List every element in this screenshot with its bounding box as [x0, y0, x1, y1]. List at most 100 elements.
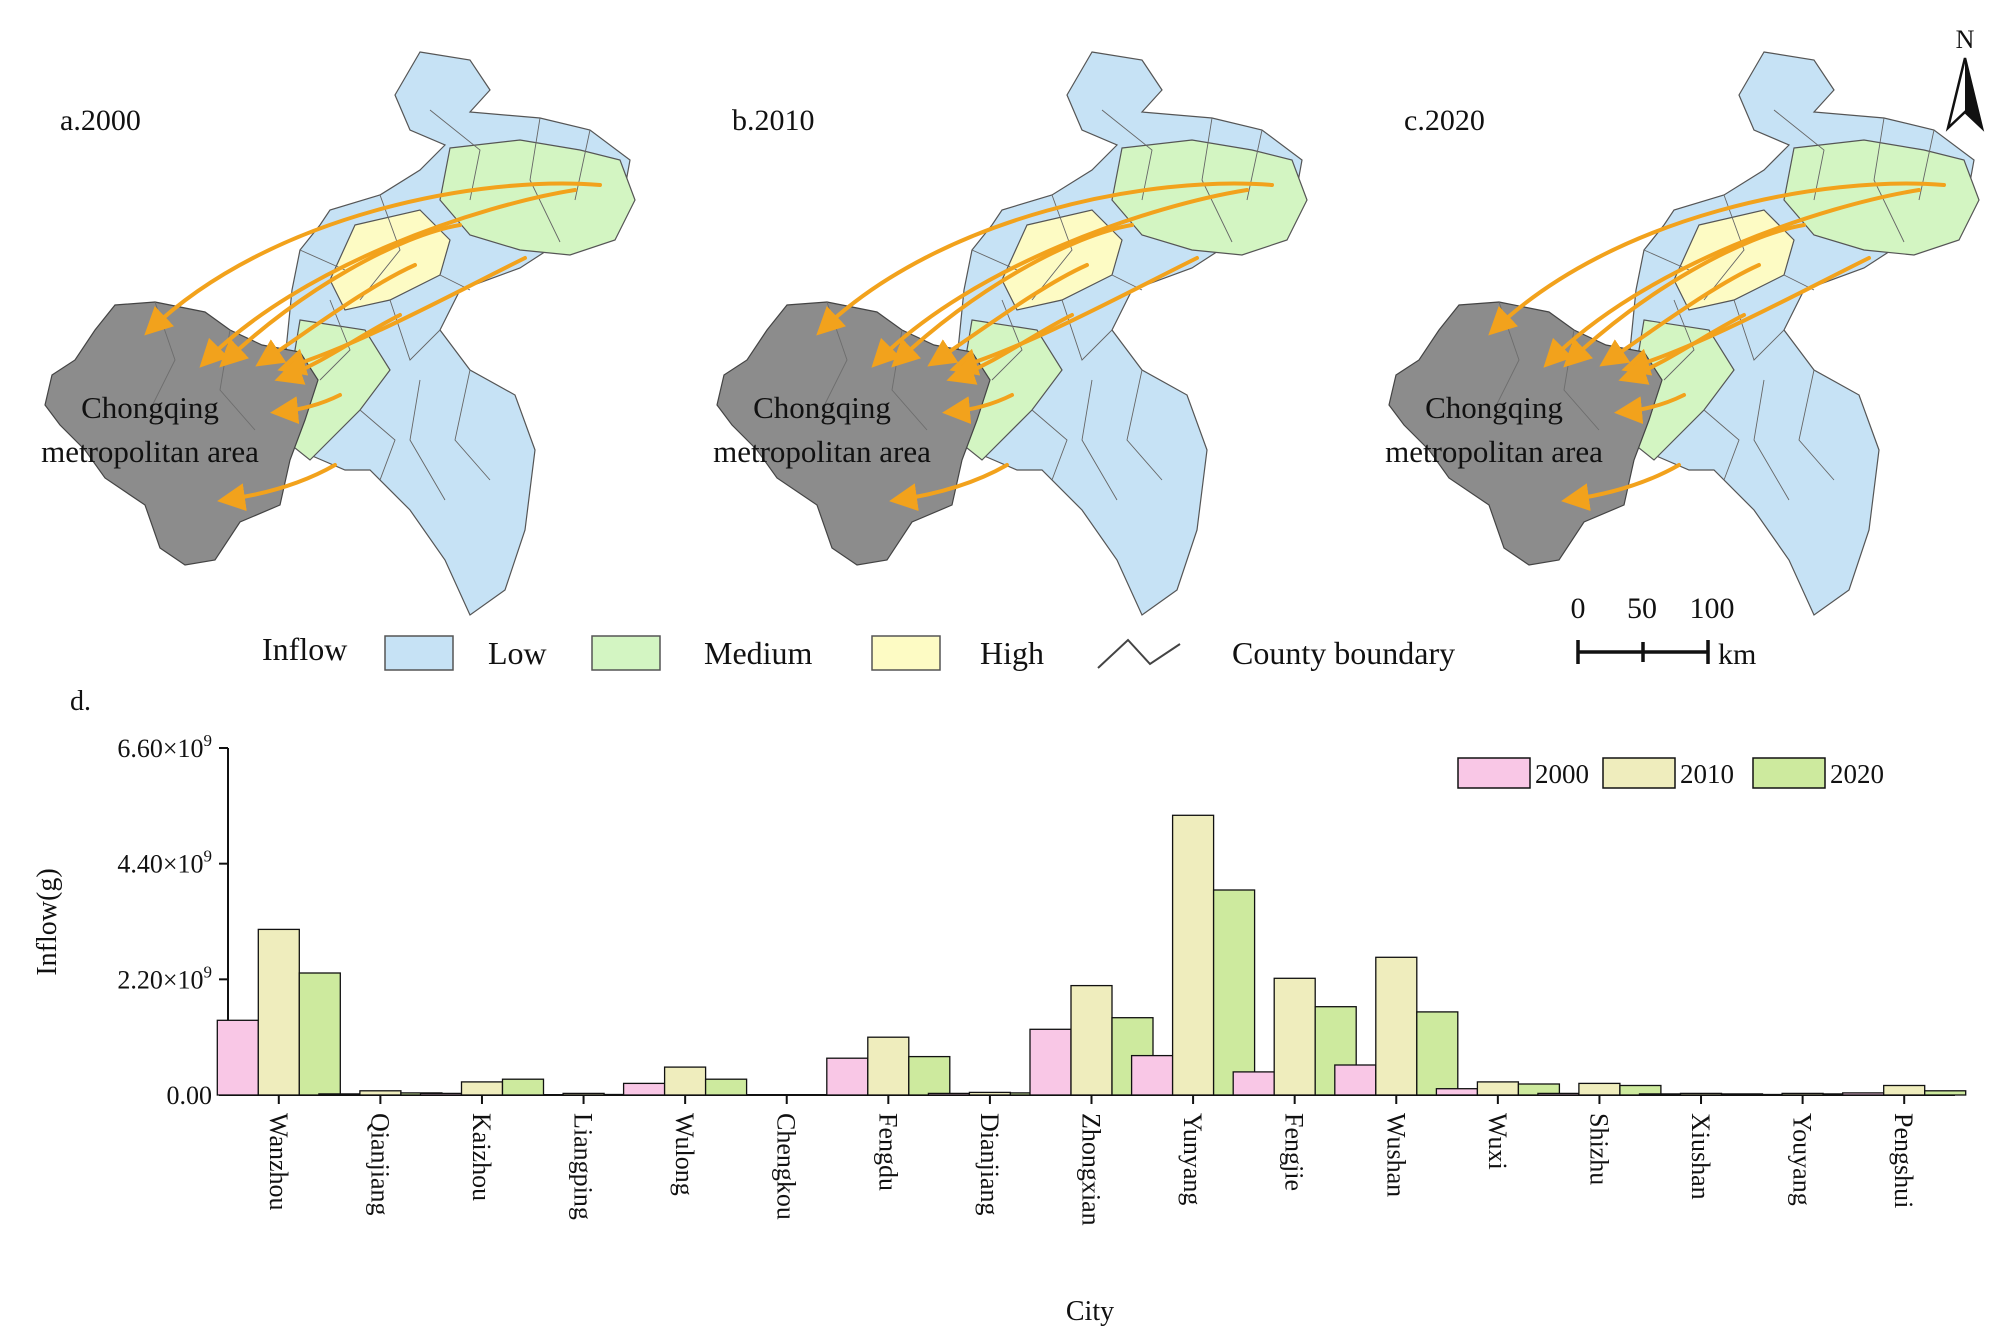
- x-axis-title: City: [1066, 1296, 1114, 1327]
- metro-label-line2: metropolitan area: [713, 434, 931, 469]
- bar-2000-wushan: [1334, 1064, 1377, 1096]
- bar-2010-fengjie: [1273, 977, 1316, 1096]
- bar-2020-wulong: [704, 1078, 748, 1096]
- legend-label-medium: Medium: [704, 635, 813, 671]
- metro-label-line1: Chongqing: [1425, 390, 1563, 425]
- y-tick-label: 4.40×109: [117, 847, 212, 879]
- legend-title: Inflow: [262, 631, 347, 667]
- legend-swatch-high: [871, 635, 941, 671]
- bar-2000-xiushan: [1638, 1093, 1682, 1096]
- y-tick-label: 2.20×109: [117, 962, 212, 994]
- x-tick-label: Wushan: [1381, 1113, 1410, 1197]
- legend-label-2010: 2010: [1680, 759, 1734, 789]
- x-tick-label: Wulong: [670, 1113, 699, 1196]
- bar-2010-zhongxian: [1070, 984, 1113, 1096]
- bar-2010-youyang: [1781, 1092, 1824, 1096]
- x-tick-label: Fengdu: [873, 1113, 902, 1191]
- county-boundary-icon: [1097, 638, 1181, 669]
- bar-2000-shizhu: [1537, 1092, 1580, 1096]
- panel-label-2000: a.2000: [60, 104, 141, 137]
- scale-tick-50: 50: [1627, 592, 1657, 625]
- legend-swatch-2020: [1752, 757, 1826, 789]
- bar-2010-xiushan: [1679, 1092, 1723, 1096]
- bar-2020-pengshui: [1924, 1090, 1967, 1096]
- x-tick-label: Wanzhou: [264, 1113, 293, 1211]
- bar-2010-liangping: [562, 1092, 605, 1096]
- bar-2010-kaizhou: [460, 1081, 504, 1096]
- panel-label-2020: c.2020: [1404, 104, 1485, 137]
- x-tick-label: Dianjiang: [975, 1113, 1004, 1216]
- map-panel-2020: c.2020 Chongqing metropolitan area: [1385, 51, 1980, 616]
- bar-2010-wuxi: [1476, 1081, 1520, 1096]
- bar-2000-wanzhou: [216, 1019, 259, 1096]
- bar-2000-dianjiang: [927, 1092, 971, 1096]
- bar-2000-wuxi: [1435, 1088, 1479, 1096]
- legend-swatch-medium: [591, 635, 661, 671]
- x-tick-label: Kaizhou: [467, 1113, 496, 1201]
- map-panel-2000: a.2000 Chongqing metropolitan area: [41, 51, 636, 616]
- bar-2010-shizhu: [1578, 1082, 1621, 1096]
- bar-2010-wulong: [663, 1066, 707, 1096]
- legend-label-low: Low: [488, 635, 547, 671]
- bar-2000-qianjiang: [318, 1093, 361, 1096]
- north-arrow: N: [1945, 25, 1985, 132]
- bar-2000-zhongxian: [1029, 1028, 1072, 1096]
- metro-label-line2: metropolitan area: [1385, 434, 1603, 469]
- bar-2000-youyang: [1740, 1093, 1783, 1096]
- legend-swatch-2000: [1457, 757, 1531, 789]
- legend-label-2000: 2000: [1535, 759, 1589, 789]
- bar-2000-pengshui: [1842, 1092, 1885, 1096]
- map-panel-2010: b.2010 Chongqing metropolitan area: [713, 51, 1308, 616]
- bar-2000-yunyang: [1130, 1054, 1174, 1096]
- bar-2010-fengdu: [867, 1036, 910, 1096]
- metro-label-line1: Chongqing: [753, 390, 891, 425]
- x-tick-label: Qianjiang: [365, 1113, 394, 1216]
- bar-chart: d. 0.00 2.20×109 4.40×109 6.60×109 Wanzhou Q…: [32, 686, 1967, 1327]
- bar-2010-pengshui: [1883, 1084, 1926, 1096]
- bar-2010-wushan: [1375, 956, 1418, 1096]
- y-tick-label: 0.00: [167, 1081, 213, 1110]
- y-axis-title: Inflow(g): [32, 868, 63, 975]
- metro-label-line1: Chongqing: [81, 390, 219, 425]
- x-tick-label: Fengjie: [1280, 1113, 1309, 1191]
- bar-2020-yunyang: [1212, 889, 1256, 1096]
- chart-panel-label: d.: [70, 686, 91, 717]
- y-tick-label: 6.60×109: [117, 731, 212, 763]
- x-tick-label: Wuxi: [1483, 1113, 1512, 1170]
- scale-tick-0: 0: [1571, 592, 1586, 625]
- legend-swatch-low: [384, 635, 454, 671]
- legend-label-boundary: County boundary: [1232, 635, 1455, 671]
- x-tick-label: Liangping: [569, 1113, 598, 1220]
- scale-bar: 0 50 100 km: [1571, 592, 1757, 671]
- x-tick-label: Pengshui: [1889, 1113, 1918, 1208]
- bar-2010-qianjiang: [359, 1090, 402, 1096]
- bar-2000-kaizhou: [419, 1092, 463, 1096]
- bar-2010-yunyang: [1171, 814, 1215, 1096]
- map-legend: Inflow Low Medium High County boundary: [262, 631, 1455, 671]
- legend-swatch-2010: [1602, 757, 1676, 789]
- x-tick-label: Shizhu: [1584, 1113, 1613, 1185]
- bar-2000-wulong: [622, 1082, 666, 1096]
- bar-2010-dianjiang: [968, 1091, 1012, 1096]
- metro-label-line2: metropolitan area: [41, 434, 259, 469]
- bar-2020-wushan: [1416, 1011, 1459, 1096]
- x-tick-label: Zhongxian: [1077, 1113, 1106, 1226]
- legend-label-high: High: [980, 635, 1044, 671]
- bar-2020-fengdu: [908, 1055, 951, 1096]
- bar-2020-kaizhou: [501, 1078, 545, 1096]
- bar-2020-wanzhou: [298, 972, 341, 1096]
- panel-label-2010: b.2010: [732, 104, 815, 137]
- bar-2000-fengjie: [1232, 1071, 1275, 1096]
- x-tick-label: Youyang: [1788, 1113, 1817, 1206]
- x-tick-label: Chengkou: [772, 1113, 801, 1220]
- x-tick-label: Xiushan: [1686, 1113, 1715, 1200]
- scale-tick-100: 100: [1690, 592, 1735, 625]
- bar-2010-wanzhou: [257, 928, 300, 1096]
- legend-label-2020: 2020: [1830, 759, 1884, 789]
- scale-unit: km: [1718, 638, 1756, 671]
- chart-legend: 2000 2010 2020: [1457, 757, 1884, 789]
- north-label: N: [1956, 25, 1975, 54]
- x-tick-label: Yunyang: [1178, 1113, 1207, 1205]
- bar-2000-fengdu: [826, 1057, 869, 1096]
